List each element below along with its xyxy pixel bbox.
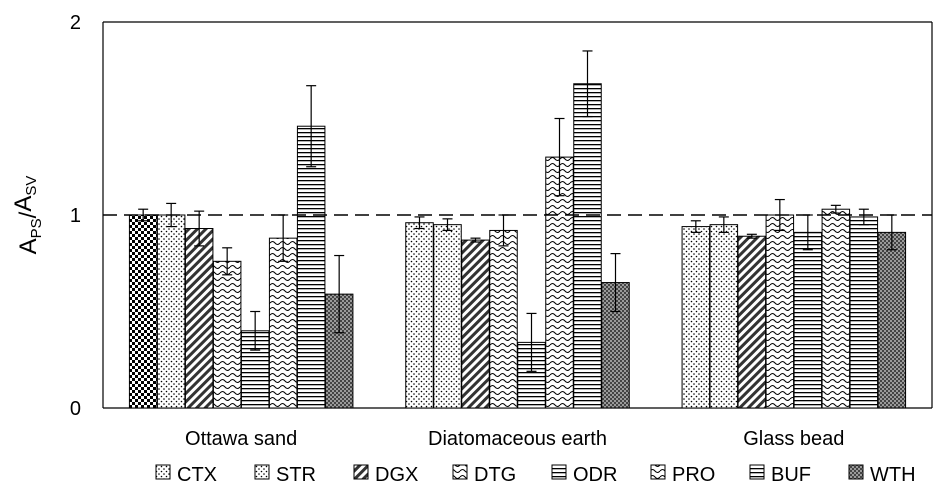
x-tick-labels: Ottawa sand Diatomaceous earth Glass bead bbox=[185, 428, 844, 450]
bar-wth bbox=[601, 282, 630, 409]
bars bbox=[128, 83, 907, 409]
legend-label-wth: WTH bbox=[870, 464, 916, 486]
bar-str bbox=[156, 214, 186, 409]
bar-pro bbox=[821, 208, 851, 409]
legend-swatch-pro bbox=[650, 464, 666, 480]
x-tick-label: Glass bead bbox=[743, 428, 844, 450]
error-bars bbox=[138, 50, 897, 372]
legend-swatch-dtg bbox=[452, 464, 468, 480]
y-axis-label-text: APS/ASV bbox=[10, 176, 45, 255]
bar-dtg bbox=[765, 214, 795, 409]
y-tick-label: 1 bbox=[70, 205, 81, 227]
legend-swatch-dgx bbox=[353, 464, 369, 480]
bar-ctx bbox=[405, 222, 434, 409]
bar-ctx bbox=[681, 226, 711, 409]
legend-label-str: STR bbox=[276, 464, 316, 486]
legend-swatch-str bbox=[254, 464, 270, 480]
bar-ctx bbox=[128, 214, 158, 409]
bar-buf bbox=[849, 216, 879, 409]
y-axis-label: APS/ASV bbox=[10, 176, 45, 255]
bar-dgx bbox=[184, 228, 214, 409]
bar-dtg bbox=[212, 260, 242, 409]
legend-label-pro: PRO bbox=[672, 464, 715, 486]
legend-label-odr: ODR bbox=[573, 464, 617, 486]
x-tick-label: Diatomaceous earth bbox=[428, 428, 607, 450]
legend-swatch-ctx bbox=[155, 464, 171, 480]
bar-buf bbox=[296, 125, 326, 409]
bar-buf bbox=[573, 83, 602, 409]
legend-label-dtg: DTG bbox=[474, 464, 516, 486]
bar-wth bbox=[877, 231, 907, 409]
y-tick-label: 2 bbox=[70, 12, 81, 34]
legend-swatch-buf bbox=[749, 464, 765, 480]
bar-pro bbox=[268, 237, 298, 409]
x-tick-label: Ottawa sand bbox=[185, 428, 297, 450]
bar-dtg bbox=[489, 229, 518, 409]
legend-swatch-wth bbox=[848, 464, 864, 480]
legend-swatch-odr bbox=[551, 464, 567, 480]
bar-str bbox=[709, 224, 739, 409]
y-tick-label: 0 bbox=[70, 398, 81, 420]
legend-label-buf: BUF bbox=[771, 464, 811, 486]
bar-dgx bbox=[737, 235, 767, 409]
legend-label-ctx: CTX bbox=[177, 464, 217, 486]
legend: CTX STR DGX DTG ODR PRO BUF WTH bbox=[155, 464, 916, 486]
bar-dgx bbox=[461, 239, 490, 409]
bar-odr bbox=[793, 231, 823, 409]
y-tick-labels: 0 1 2 bbox=[70, 12, 81, 420]
bar-pro bbox=[545, 156, 574, 409]
bar-str bbox=[433, 224, 462, 409]
legend-label-dgx: DGX bbox=[375, 464, 418, 486]
